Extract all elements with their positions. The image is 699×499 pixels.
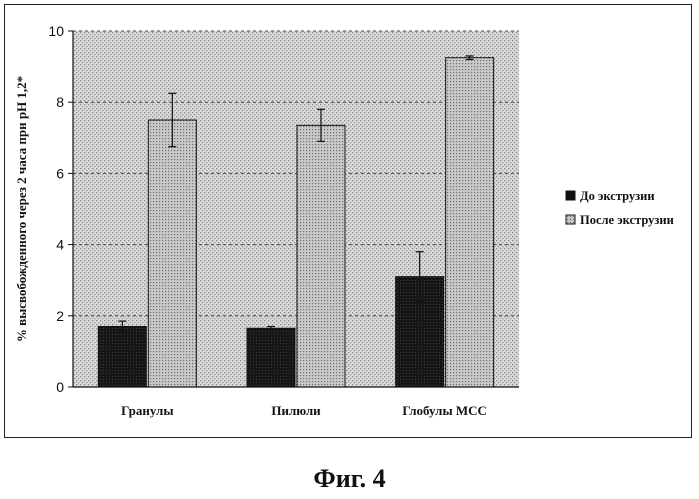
x-category-label: Пилюли (271, 403, 321, 418)
y-tick-label: 0 (56, 379, 64, 395)
bar-after-extrusion (446, 58, 494, 387)
bar-chart: 0 2 4 6 8 10 Гранулы Пилюли Глобулы МСС До экстр… (0, 0, 699, 440)
y-axis-title: % высвобожденного через 2 часа при pH 1,… (14, 76, 29, 342)
y-tick-label: 6 (56, 165, 64, 181)
bar-before-extrusion (98, 326, 146, 387)
y-tick-label: 4 (56, 237, 64, 253)
y-tick-label: 2 (56, 308, 64, 324)
figure-caption: Фиг. 4 (0, 464, 699, 494)
bar-after-extrusion (148, 120, 196, 387)
legend-label: До экструзии (580, 189, 655, 203)
bar-before-extrusion (247, 328, 295, 387)
legend: До экструзии После экструзии (566, 189, 674, 227)
x-category-label: Гранулы (121, 403, 173, 418)
legend-swatch (566, 191, 575, 200)
bar-after-extrusion (297, 125, 345, 387)
legend-label: После экструзии (580, 213, 674, 227)
x-category-label: Глобулы МСС (402, 403, 487, 418)
legend-swatch (566, 215, 575, 224)
y-tick-label: 8 (56, 94, 64, 110)
y-tick-label: 10 (48, 23, 64, 39)
